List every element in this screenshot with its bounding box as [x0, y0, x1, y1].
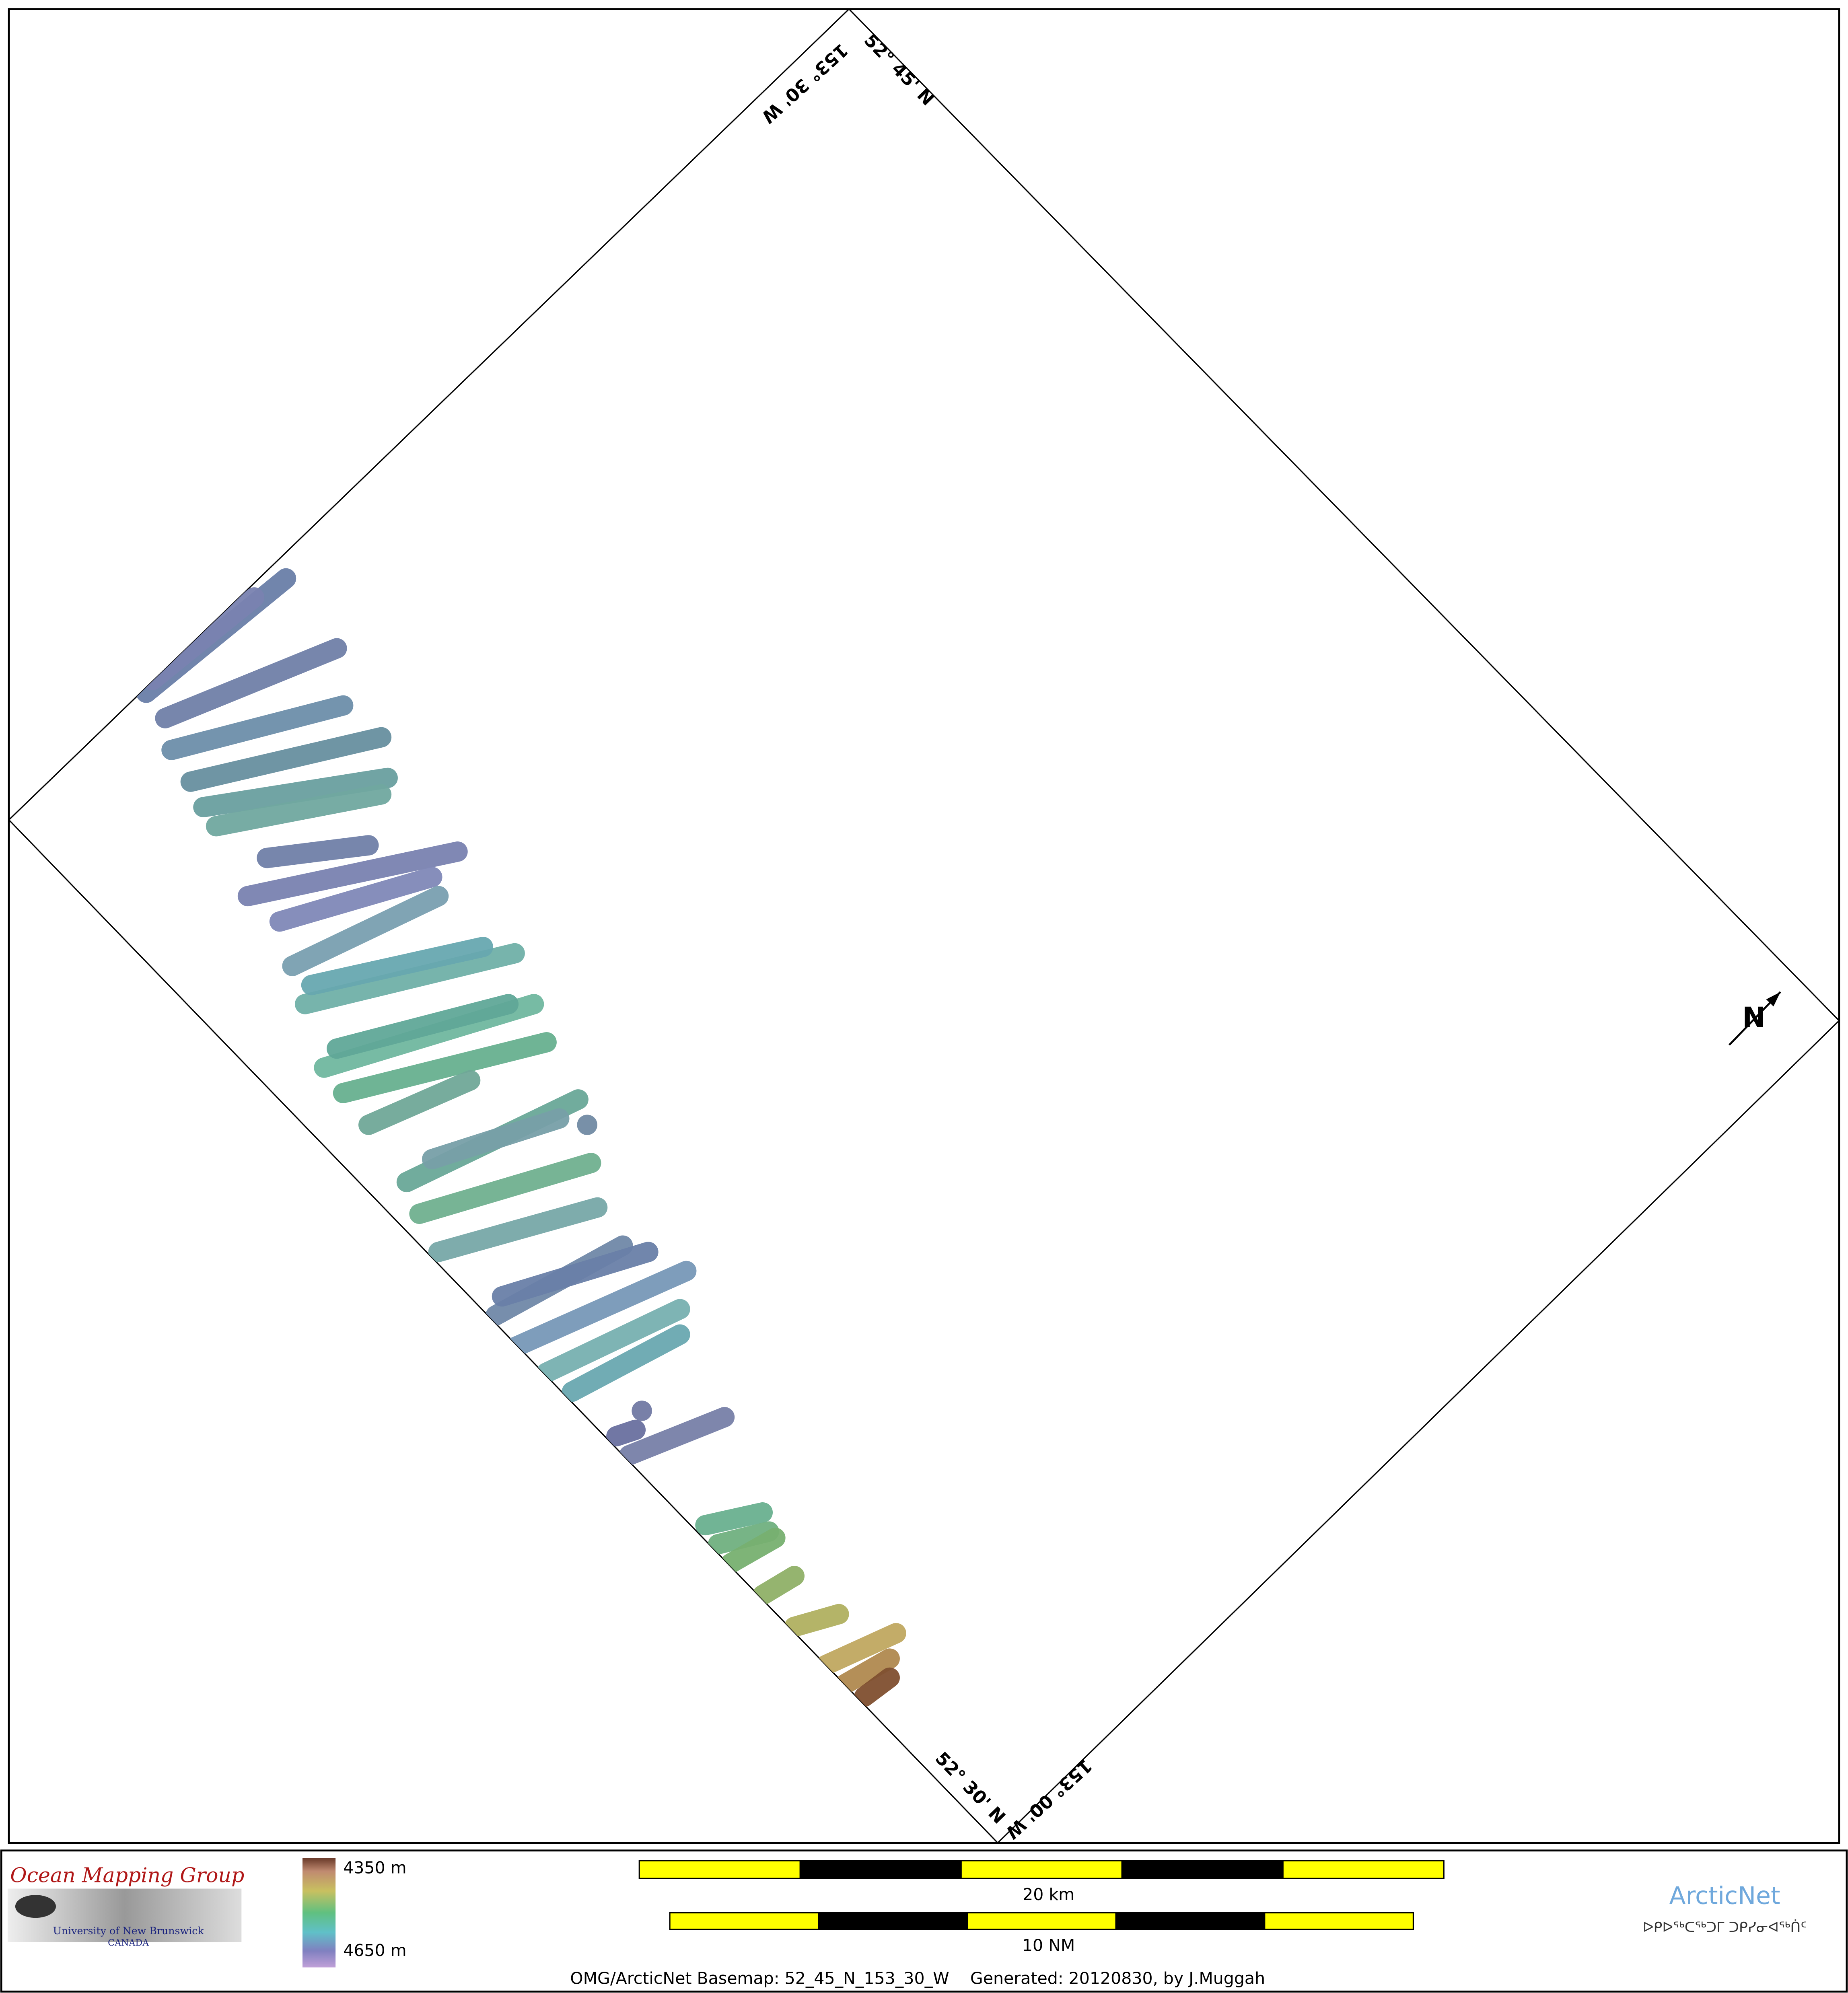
survey-swath: [161, 695, 354, 760]
survey-swath: [720, 1528, 786, 1573]
logo-university: University of New Brunswick: [53, 1925, 204, 1937]
map-extent: [8, 8, 1840, 1844]
survey-swath: [422, 1108, 570, 1170]
survey-swath: [606, 1419, 646, 1446]
svg-text:N: N: [1742, 1001, 1766, 1034]
caption: OMG/ArcticNet Basemap: 52_45_N_153_30_W …: [570, 1968, 1265, 1988]
survey-swath: [492, 1242, 659, 1307]
survey-swath: [257, 835, 379, 868]
survey-swath: [180, 727, 392, 792]
partner-syllabics: ᐅᑭᐅᖅᑕᖅᑐᒥ ᑐᑭᓯᓂᐊᖅᑏᑦ: [1643, 1919, 1807, 1935]
logo-country: CANADA: [108, 1938, 149, 1948]
logo-title: Ocean Mapping Group: [10, 1863, 244, 1887]
scale-segment: [1115, 1912, 1266, 1930]
grid-label: 52° 45' N: [860, 30, 938, 109]
survey-swath: [784, 1604, 849, 1637]
survey-swath: [504, 1261, 697, 1357]
survey-swath: [358, 1070, 481, 1135]
partner-name: ArcticNet: [1669, 1882, 1780, 1910]
survey-swath: [695, 1502, 773, 1536]
survey-swath: [632, 1401, 652, 1421]
survey-swath: [752, 1565, 805, 1605]
scale-label: 10 NM: [1022, 1935, 1075, 1955]
survey-swath: [269, 867, 442, 932]
north-arrow: N: [1729, 991, 1781, 1046]
survey-swath: [206, 784, 392, 837]
scale-segment: [1282, 1860, 1445, 1879]
scale-segment: [1264, 1912, 1414, 1930]
survey-swath: [282, 886, 449, 976]
grid-label: 52° 30' N: [931, 1748, 1009, 1828]
survey-swath: [301, 937, 493, 995]
colorbar: [302, 1858, 336, 1968]
omg-logo: Ocean Mapping Group University of New Br…: [7, 1863, 244, 1948]
bathymetry: [136, 568, 906, 1707]
survey-swath: [193, 767, 398, 818]
map-frame: [8, 8, 1840, 1844]
survey-swath: [142, 587, 265, 691]
survey-swath: [237, 841, 468, 907]
grid-label: 153° 00' W: [1002, 1755, 1096, 1843]
survey-swath: [327, 994, 519, 1059]
colorbar-label: 4350 m: [343, 1858, 407, 1878]
survey-swath: [854, 1667, 900, 1707]
survey-swath: [333, 1032, 557, 1103]
survey-swath: [428, 1197, 608, 1262]
survey-swath: [562, 1324, 690, 1402]
scale-segment: [960, 1860, 1123, 1879]
survey-swath: [155, 638, 347, 728]
footer-frame: [0, 1849, 1848, 1993]
survey-swath: [295, 943, 525, 1014]
scale-segment: [818, 1912, 968, 1930]
survey-swath: [816, 1623, 906, 1675]
scale-segment: [799, 1860, 962, 1879]
colorbar-label: 4650 m: [343, 1941, 407, 1960]
logo-shape: [15, 1895, 56, 1918]
scale-segment: [1121, 1860, 1284, 1879]
scale-segment: [638, 1860, 801, 1879]
scale-bars: [638, 1860, 1445, 1930]
survey-swath: [536, 1299, 690, 1383]
scale-segment: [669, 1912, 819, 1930]
survey-swath: [835, 1648, 900, 1695]
scale-label: 20 km: [1023, 1885, 1074, 1904]
scale-segment: [966, 1912, 1117, 1930]
survey-swath: [577, 1115, 597, 1135]
survey-swath: [409, 1153, 601, 1224]
survey-swath: [708, 1521, 779, 1555]
survey-swath: [619, 1407, 735, 1466]
